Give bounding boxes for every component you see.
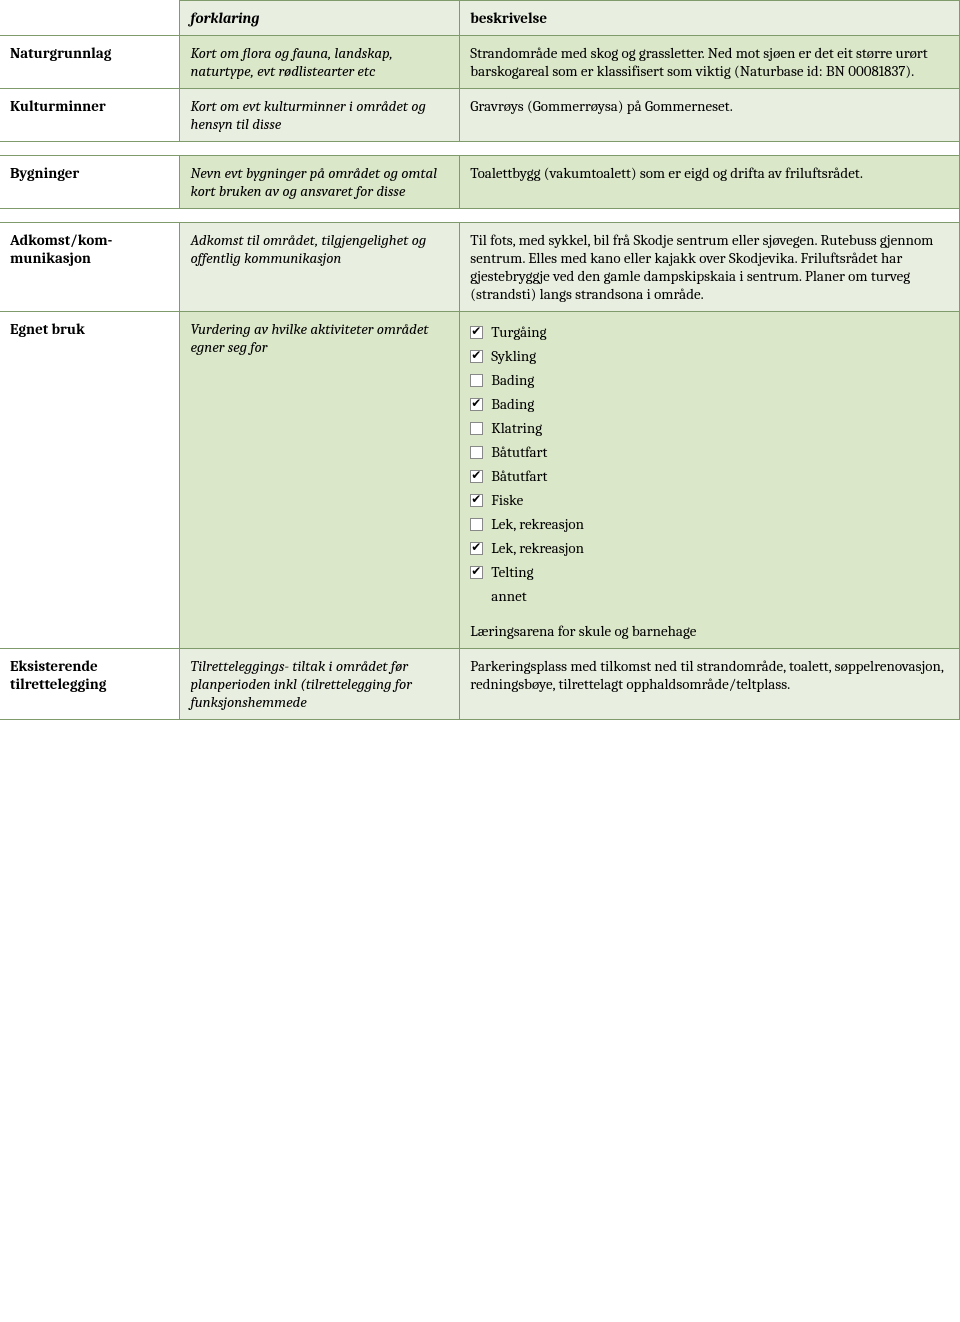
row-kulturminner: Kulturminner Kort om evt kulturminner i … <box>0 89 960 142</box>
checkbox-icon[interactable] <box>470 374 483 387</box>
desc-adkomst: Til fots, med sykkel, bil frå Skodje sen… <box>460 223 960 312</box>
checkbox-icon[interactable] <box>470 470 483 483</box>
egnet-item-label: Båtutfart <box>491 467 547 485</box>
egnet-item: Fiske <box>470 488 949 512</box>
egnet-item: Lek, rekreasjon <box>470 512 949 536</box>
checkbox-icon[interactable] <box>470 398 483 411</box>
label-egnet-bruk: Egnet bruk <box>0 312 180 649</box>
checkbox-icon[interactable] <box>470 422 483 435</box>
header-empty <box>0 1 180 36</box>
desc-bygninger: Toalettbygg (vakumtoalett) som er eigd o… <box>460 156 960 209</box>
label-kulturminner: Kulturminner <box>0 89 180 142</box>
label-bygninger: Bygninger <box>0 156 180 209</box>
egnet-annet: annet <box>470 584 949 608</box>
egnet-item: Lek, rekreasjon <box>470 536 949 560</box>
checkbox-icon[interactable] <box>470 350 483 363</box>
egnet-annet-label: annet <box>491 587 526 605</box>
explain-naturgrunnlag: Kort om flora og fauna, landskap, naturt… <box>180 36 460 89</box>
row-bygninger: Bygninger Nevn evt bygninger på området … <box>0 156 960 209</box>
checkbox-icon[interactable] <box>470 326 483 339</box>
egnet-item-label: Telting <box>491 563 533 581</box>
checkbox-icon[interactable] <box>470 446 483 459</box>
egnet-item: Båtutfart <box>470 464 949 488</box>
egnet-item-label: Sykling <box>491 347 536 365</box>
egnet-item-label: Bading <box>491 395 534 413</box>
checkbox-icon[interactable] <box>470 566 483 579</box>
egnet-item-label: Turgåing <box>491 323 546 341</box>
desc-kulturminner: Gravrøys (Gommerrøysa) på Gommerneset. <box>460 89 960 142</box>
explain-bygninger: Nevn evt bygninger på området og omtal k… <box>180 156 460 209</box>
egnet-item-label: Bading <box>491 371 534 389</box>
checkbox-icon[interactable] <box>470 494 483 507</box>
desc-naturgrunnlag: Strandområde med skog og grassletter. Ne… <box>460 36 960 89</box>
desc-egnet-bruk: Turgåing Sykling Bading Bading Klatring Båtut… <box>460 312 960 649</box>
egnet-after-text: Læringsarena for skule og barnehage <box>470 622 949 640</box>
egnet-item: Bading <box>470 392 949 416</box>
info-table: forklaring beskrivelse Naturgrunnlag Kor… <box>0 0 960 720</box>
explain-kulturminner: Kort om evt kulturminner i området og he… <box>180 89 460 142</box>
egnet-item: Sykling <box>470 344 949 368</box>
header-row: forklaring beskrivelse <box>0 1 960 36</box>
checkbox-icon[interactable] <box>470 542 483 555</box>
egnet-item-label: Lek, rekreasjon <box>491 515 584 533</box>
egnet-item: Bading <box>470 368 949 392</box>
spacer-2 <box>0 209 960 223</box>
row-eksisterende: Eksisterende tilrettelegging Tilretteleg… <box>0 649 960 720</box>
explain-egnet-bruk: Vurdering av hvilke aktiviteter området … <box>180 312 460 649</box>
row-adkomst: Adkomst/kom-munikasjon Adkomst til områd… <box>0 223 960 312</box>
egnet-item-label: Båtutfart <box>491 443 547 461</box>
row-naturgrunnlag: Naturgrunnlag Kort om flora og fauna, la… <box>0 36 960 89</box>
egnet-item-label: Fiske <box>491 491 523 509</box>
egnet-item-label: Lek, rekreasjon <box>491 539 584 557</box>
egnet-item: Klatring <box>470 416 949 440</box>
checkbox-icon[interactable] <box>470 518 483 531</box>
spacer-1 <box>0 142 960 156</box>
label-adkomst: Adkomst/kom-munikasjon <box>0 223 180 312</box>
egnet-item-label: Klatring <box>491 419 542 437</box>
egnet-checklist: Turgåing Sykling Bading Bading Klatring Båtut… <box>470 320 949 608</box>
egnet-item: Telting <box>470 560 949 584</box>
label-eksisterende: Eksisterende tilrettelegging <box>0 649 180 720</box>
row-egnet-bruk: Egnet bruk Vurdering av hvilke aktivitet… <box>0 312 960 649</box>
explain-eksisterende: Tilretteleggings- tiltak i området før p… <box>180 649 460 720</box>
header-beskrivelse: beskrivelse <box>460 1 960 36</box>
label-naturgrunnlag: Naturgrunnlag <box>0 36 180 89</box>
egnet-item: Båtutfart <box>470 440 949 464</box>
desc-eksisterende: Parkeringsplass med tilkomst ned til str… <box>460 649 960 720</box>
egnet-item: Turgåing <box>470 320 949 344</box>
header-forklaring: forklaring <box>180 1 460 36</box>
explain-adkomst: Adkomst til området, tilgjengelighet og … <box>180 223 460 312</box>
